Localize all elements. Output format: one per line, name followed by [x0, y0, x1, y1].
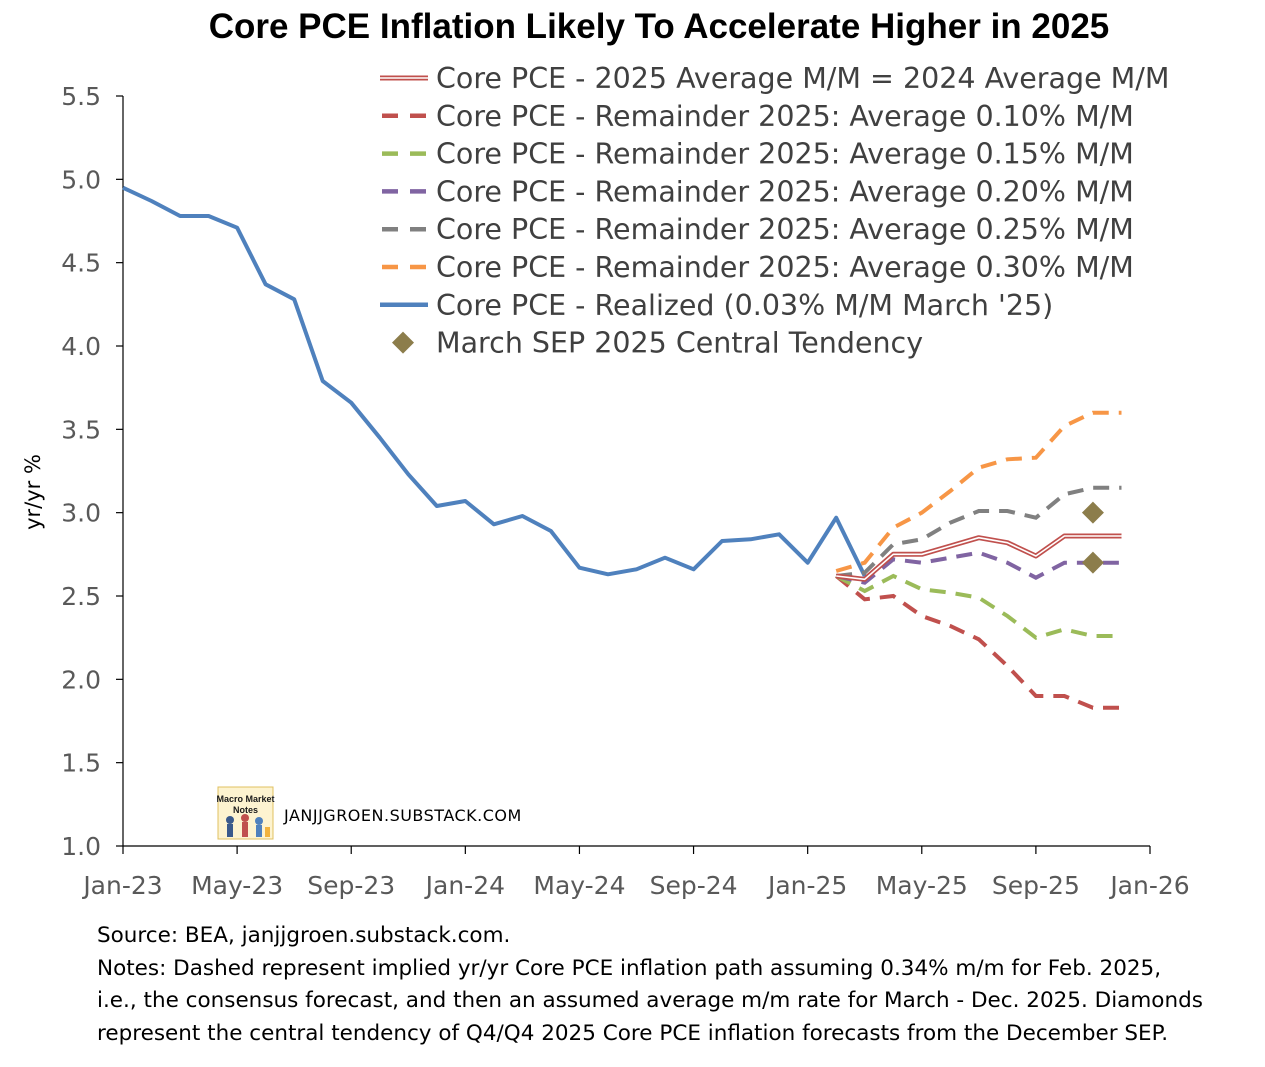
x-tick-label: Sep-25	[992, 871, 1080, 900]
y-tick-label: 5.0	[61, 165, 101, 194]
y-tick-label: 1.0	[61, 832, 101, 861]
y-tick-label: 1.5	[61, 749, 101, 778]
legend-core-pce-2025-average-m-m-2024-average-m-m-label: Core PCE - 2025 Average M/M = 2024 Avera…	[436, 62, 1169, 95]
legend-core-pce-realized-0-03-m-m-march-25-label: Core PCE - Realized (0.03% M/M March '25…	[436, 289, 1053, 322]
y-tick-label: 3.5	[61, 415, 101, 444]
x-tick-label: Jan-24	[424, 871, 505, 900]
series-core-pce-realized-0-03-m-m-march-25	[122, 185, 867, 577]
x-tick-label: Sep-23	[307, 871, 395, 900]
y-tick-label: 5.5	[61, 82, 101, 111]
sep-diamond-marker	[1081, 551, 1104, 574]
notes-line-2: i.e., the consensus forecast, and then a…	[97, 988, 1203, 1013]
y-tick-label: 2.5	[61, 582, 101, 611]
legend-core-pce-remainder-2025-average-0-30-m-m-label: Core PCE - Remainder 2025: Average 0.30%…	[436, 251, 1134, 284]
x-tick-label: Jan-23	[81, 871, 162, 900]
source-line: Source: BEA, janjjgroen.substack.com.	[97, 923, 511, 948]
source-notes: Source: BEA, janjjgroen.substack.com. No…	[97, 920, 1257, 1050]
x-tick-label: May-23	[191, 871, 283, 900]
series-layer	[122, 185, 1122, 710]
series-core-pce-remainder-2025-average-0-15-m-m	[835, 573, 1122, 640]
x-tick-label: May-24	[533, 871, 625, 900]
watermark: Macro Market Notes JANJJGROEN.SUBSTACK.C…	[216, 786, 522, 840]
y-tick-label: 4.5	[61, 249, 101, 278]
y-tick-label: 4.0	[61, 332, 101, 361]
chart-title: Core PCE Inflation Likely To Accelerate …	[209, 7, 1110, 46]
legend: Core PCE - 2025 Average M/M = 2024 Avera…	[380, 62, 1169, 360]
legend-sep-label: March SEP 2025 Central Tendency	[436, 327, 923, 360]
series-core-pce-2025-average-m-m-2024-average-m-m-inner	[836, 535, 1122, 581]
legend-core-pce-remainder-2025-average-0-10-m-m-label: Core PCE - Remainder 2025: Average 0.10%…	[436, 100, 1134, 133]
series-core-pce-remainder-2025-average-0-10-m-m	[834, 574, 1122, 710]
x-tick-label: Sep-24	[650, 871, 738, 900]
series-core-pce-remainder-2025-average-0-30-m-m	[835, 410, 1122, 573]
legend-core-pce-remainder-2025-average-0-25-m-m-label: Core PCE - Remainder 2025: Average 0.25%…	[436, 213, 1134, 246]
x-tick-label: May-25	[876, 871, 968, 900]
notes-line-1: Notes: Dashed represent implied yr/yr Co…	[97, 955, 1162, 981]
legend-sep-diamond-swatch	[392, 331, 414, 354]
y-tick-label: 3.0	[61, 499, 101, 528]
sep-diamond-marker	[1081, 501, 1104, 524]
axes: 1.0 1.5 2.0 2.5 3.0 3.5 4.0 4.5 5.0 5.5 Jan-23 May-…	[61, 82, 1189, 900]
y-tick-label: 2.0	[61, 665, 101, 694]
watermark-text: JANJJGROEN.SUBSTACK.COM	[283, 806, 522, 825]
notes-line-3: represent the central tendency of Q4/Q4 …	[97, 1020, 1169, 1046]
series-core-pce-remainder-2025-average-0-20-m-m	[835, 550, 1122, 585]
legend-core-pce-remainder-2025-average-0-15-m-m-label: Core PCE - Remainder 2025: Average 0.15%…	[436, 138, 1134, 171]
svg-text:Notes: Notes	[233, 805, 258, 815]
y-axis-label: yr/yr %	[21, 454, 45, 530]
legend-core-pce-remainder-2025-average-0-20-m-m-label: Core PCE - Remainder 2025: Average 0.20%…	[436, 175, 1134, 208]
x-tick-label: Jan-26	[1108, 871, 1189, 900]
series-core-pce-remainder-2025-average-0-25-m-m	[835, 485, 1122, 578]
x-tick-label: Jan-25	[766, 871, 847, 900]
macro-market-notes-logo: Macro Market Notes	[216, 786, 275, 840]
svg-text:Macro Market: Macro Market	[216, 794, 274, 804]
